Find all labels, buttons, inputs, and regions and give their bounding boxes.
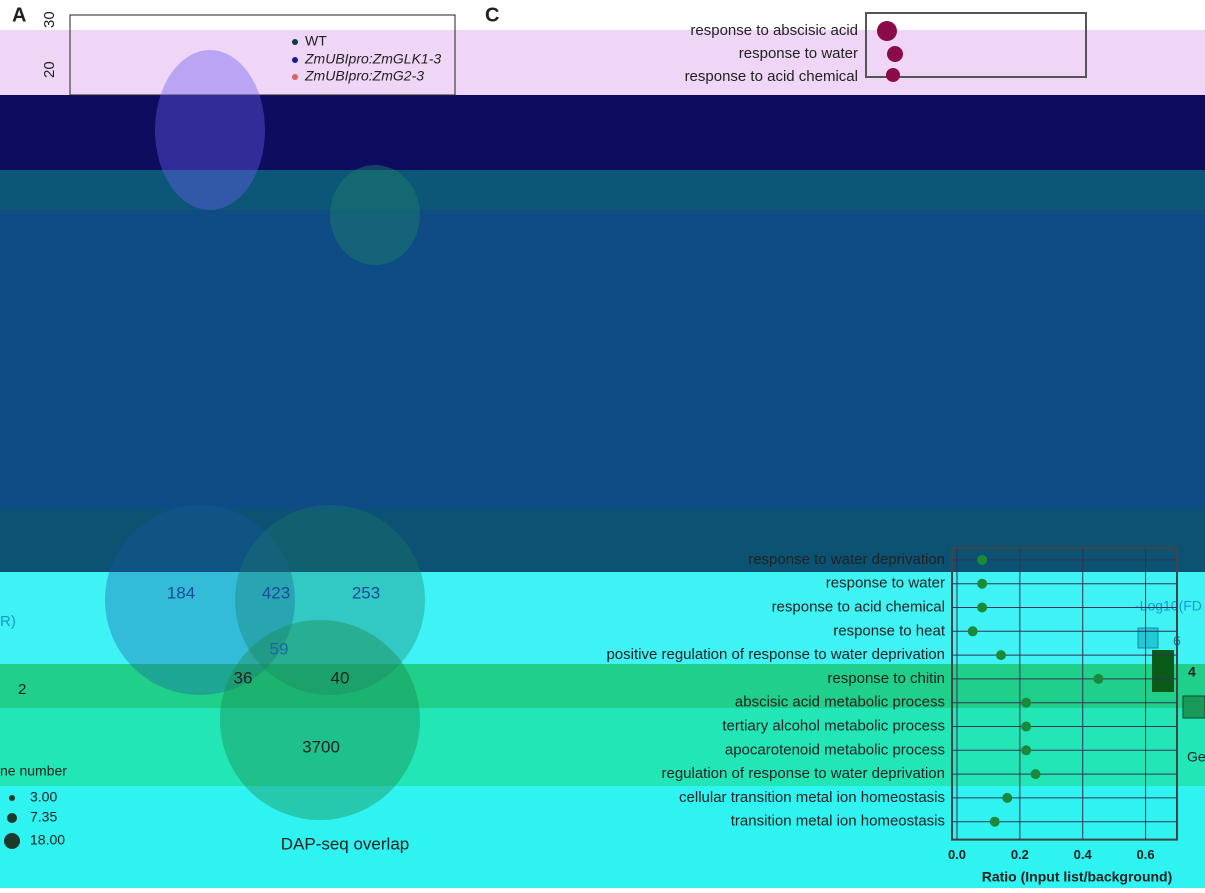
venn-count: 184 bbox=[167, 583, 195, 602]
panel-label: A bbox=[12, 4, 26, 26]
dot bbox=[977, 602, 988, 613]
y-tick-label: response to chitin bbox=[827, 670, 945, 687]
y-tick-label: 20 bbox=[41, 61, 58, 78]
venn-count: 40 bbox=[331, 668, 350, 687]
panel-label: C bbox=[485, 4, 499, 26]
legend-dot bbox=[292, 57, 298, 63]
legend-box bbox=[69, 14, 456, 96]
x-tick-label: 0.2 bbox=[1011, 847, 1029, 862]
x-axis-title: Ratio (Input list/background) bbox=[982, 868, 1173, 884]
venn-count: 36 bbox=[234, 668, 253, 687]
size-key-label: 7.35 bbox=[30, 809, 57, 825]
y-tick-label: abscisic acid metabolic process bbox=[735, 694, 945, 711]
legend-label: WT bbox=[305, 33, 327, 49]
y-tick-label: tertiary alcohol metabolic process bbox=[722, 717, 945, 734]
y-tick-label: response to heat bbox=[833, 622, 946, 639]
y-tick-label: response to water bbox=[826, 575, 945, 592]
dot bbox=[887, 46, 903, 62]
dot bbox=[1021, 721, 1032, 732]
x-tick-label: 0.0 bbox=[948, 847, 966, 862]
y-tick-label: response to acid chemical bbox=[772, 598, 945, 615]
band bbox=[0, 30, 1205, 95]
dot bbox=[1093, 673, 1104, 684]
venn-count: 423 bbox=[262, 583, 290, 602]
plot-frame bbox=[951, 547, 1178, 841]
fragment: Ge bbox=[1187, 749, 1205, 765]
dot bbox=[977, 578, 988, 589]
dot bbox=[1021, 697, 1032, 708]
band bbox=[0, 210, 1205, 510]
x-tick-label: 0.4 bbox=[1074, 847, 1093, 862]
y-tick-label: regulation of response to water deprivat… bbox=[661, 765, 945, 782]
dot bbox=[1021, 745, 1032, 756]
color-key-label: 4 bbox=[1188, 664, 1196, 680]
venn-circle bbox=[235, 505, 425, 695]
y-tick-label: positive regulation of response to water… bbox=[606, 646, 945, 663]
dot bbox=[967, 626, 978, 637]
y-tick-label: apocarotenoid metabolic process bbox=[725, 741, 945, 758]
term-label: response to acid chemical bbox=[685, 68, 858, 85]
fragment: R) bbox=[0, 613, 16, 630]
venn-title: DAP-seq overlap bbox=[281, 834, 410, 853]
term-label: response to water bbox=[739, 45, 858, 62]
term-label: response to abscisic acid bbox=[690, 22, 858, 39]
plot-frame bbox=[865, 12, 1087, 78]
y-tick-label: cellular transition metal ion homeostasi… bbox=[679, 789, 945, 806]
ellipse bbox=[155, 50, 265, 210]
size-key-label: 3.00 bbox=[30, 789, 57, 805]
dot bbox=[877, 21, 897, 41]
color-key bbox=[1137, 627, 1159, 649]
dot bbox=[1002, 792, 1013, 803]
color-key bbox=[1152, 650, 1174, 692]
band bbox=[0, 95, 1205, 170]
band bbox=[0, 510, 1205, 572]
venn-count: 3700 bbox=[302, 737, 340, 756]
band bbox=[0, 572, 1205, 664]
dot bbox=[1030, 769, 1041, 780]
band bbox=[0, 170, 1205, 210]
size-key-label: 18.00 bbox=[30, 832, 65, 848]
size-key bbox=[4, 833, 20, 849]
size-key bbox=[9, 795, 15, 801]
y-tick-label: response to water deprivation bbox=[748, 551, 945, 568]
legend-label: ZmUBIpro:ZmG2-3 bbox=[304, 68, 424, 84]
legend-dot bbox=[292, 39, 298, 45]
venn-count: 253 bbox=[352, 583, 380, 602]
ellipse bbox=[330, 165, 420, 265]
dot bbox=[989, 816, 1000, 827]
color-legend-title: -Log10(FD bbox=[1135, 598, 1202, 614]
legend-dot bbox=[292, 74, 298, 80]
dot bbox=[977, 554, 988, 565]
legend-label: ZmUBIpro:ZmGLK1-3 bbox=[304, 51, 441, 67]
band bbox=[0, 786, 1205, 888]
dot bbox=[886, 68, 900, 82]
venn-count: 59 bbox=[270, 639, 289, 658]
size-key bbox=[7, 813, 17, 823]
band bbox=[0, 708, 1205, 786]
x-tick-label: 0.6 bbox=[1137, 847, 1155, 862]
venn-circle bbox=[105, 505, 295, 695]
band bbox=[0, 664, 1205, 708]
y-tick-label: 30 bbox=[41, 11, 58, 28]
y-tick-label: transition metal ion homeostasis bbox=[731, 813, 945, 830]
fragment: 2 bbox=[18, 681, 26, 698]
venn-circle bbox=[220, 620, 420, 820]
color-key bbox=[1182, 695, 1205, 719]
size-legend-title: ne number bbox=[0, 763, 67, 779]
dot bbox=[996, 650, 1006, 661]
